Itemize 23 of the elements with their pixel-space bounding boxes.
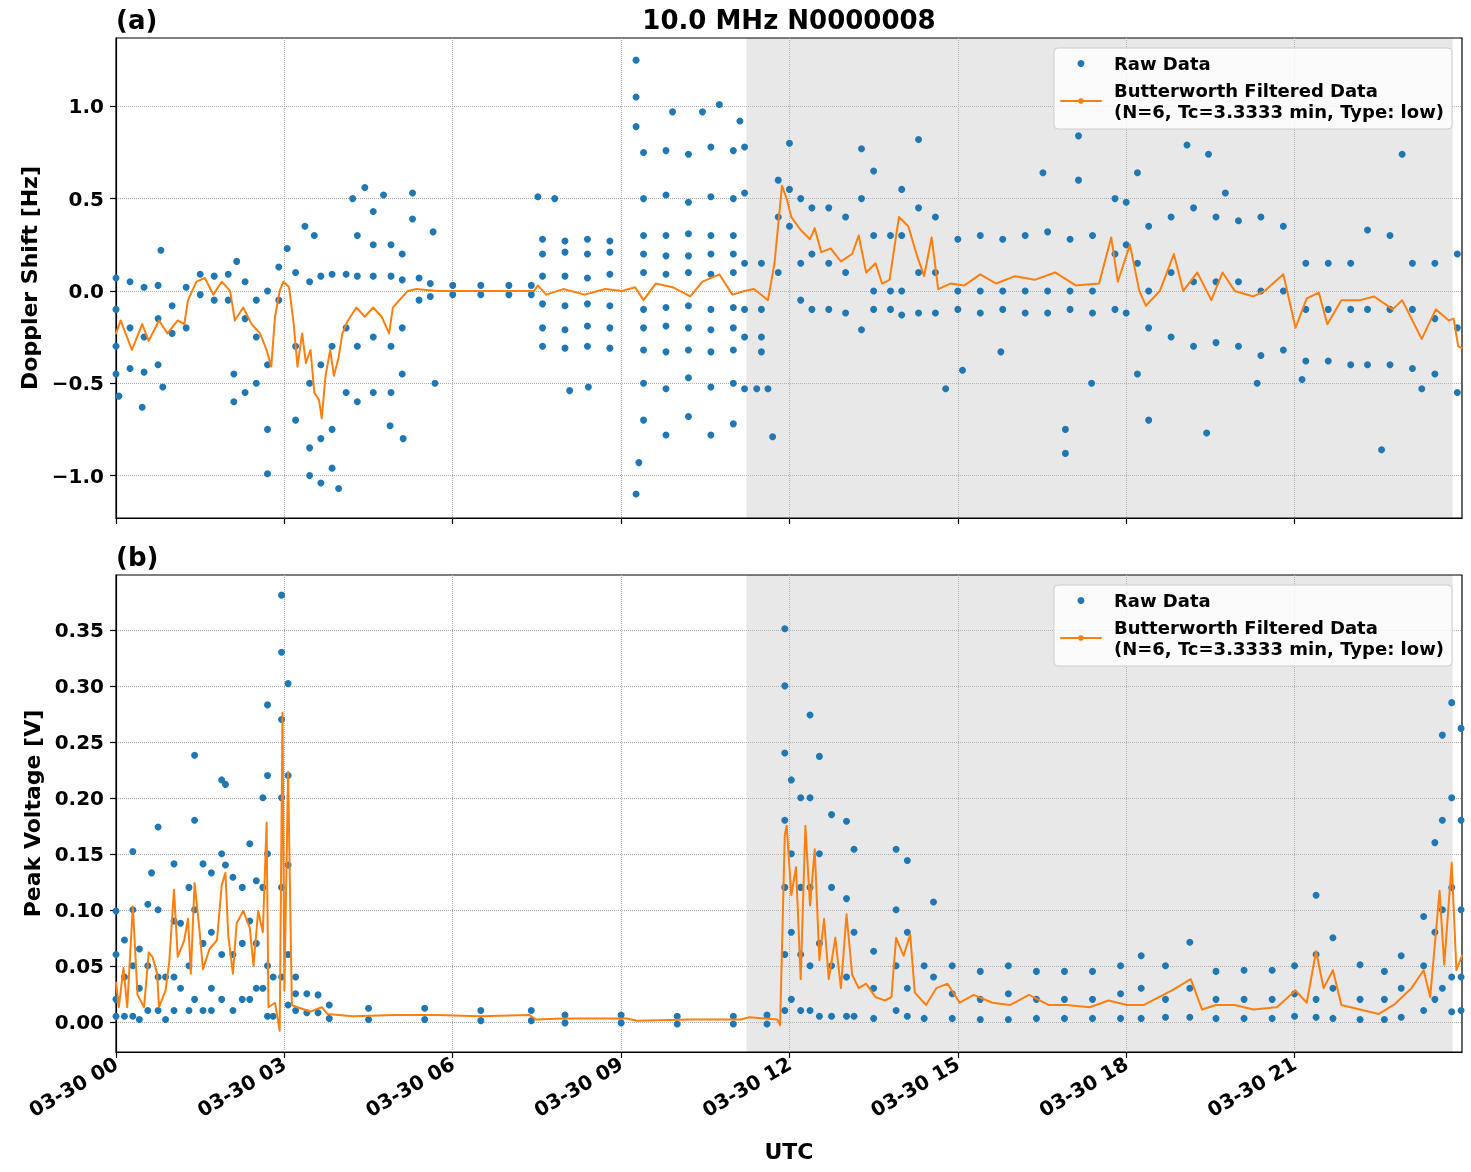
y-axis-title: Doppler Shift [Hz] (17, 166, 43, 390)
y-tick-label: 0.20 (54, 785, 104, 810)
y-tick-label: −0.5 (51, 371, 104, 396)
legend-label: Butterworth Filtered Data (N=6, Tc=3.3333 min, Type: low) (1113, 80, 1445, 122)
legend-label: Butterworth Filtered Data (N=6, Tc=3.3333 min, Type: low) (1113, 617, 1445, 659)
y-tick-label: −1.0 (51, 463, 104, 488)
y-tick-label: 0.05 (54, 953, 104, 978)
x-axis-title: UTC (764, 1138, 814, 1164)
y-tick-label: 0.35 (54, 617, 104, 642)
y-axis-title: Peak Voltage [V] (20, 709, 46, 918)
y-tick-label: 0.10 (54, 897, 104, 922)
y-tick-label: 0.0 (68, 278, 104, 303)
y-tick-label: 0.00 (54, 1009, 104, 1034)
y-tick-label: 0.5 (68, 186, 104, 211)
chart-title: 10.0 MHz N0000008 (642, 5, 936, 35)
legend-label: Raw Data (1113, 53, 1211, 74)
legend-label: Raw Data (1113, 590, 1211, 611)
y-tick-label: 0.25 (54, 729, 104, 754)
y-tick-label: 0.15 (54, 841, 104, 866)
text: (b) (116, 542, 159, 572)
y-tick-label: 1.0 (68, 94, 104, 119)
y-tick-label: 0.30 (54, 673, 104, 698)
text: (a) (116, 5, 158, 35)
